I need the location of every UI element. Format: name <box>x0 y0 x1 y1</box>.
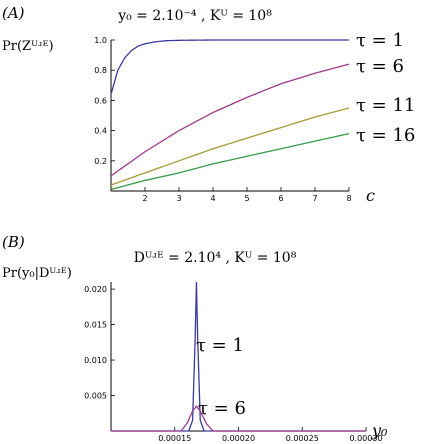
panel-b-x-tick-label: 0.00015 <box>158 434 191 443</box>
panel-b-y-tick-label: 0.010 <box>84 356 107 365</box>
panel-a-ylabel: Pr(Zᵁʴᴱ) <box>2 39 54 54</box>
panel-b-x-tick-label: 0.00025 <box>286 434 319 443</box>
panel-b-series-label: τ = 6 <box>198 398 246 419</box>
panel-a-x-tick-label: 4 <box>210 194 215 203</box>
panel-a-series-line <box>110 63 350 177</box>
panel-a-x-tick-label: 3 <box>176 194 181 203</box>
panel-b-label: (B) <box>2 233 25 251</box>
panel-a-series-line <box>110 132 350 191</box>
panel-b-series-line <box>111 281 366 432</box>
panel-b-y-tick-label: 0.005 <box>84 392 107 401</box>
panel-a-series-line <box>110 39 349 95</box>
panel-a-series-label: τ = 11 <box>356 95 415 116</box>
panel-a-x-tick-label: 5 <box>244 194 249 203</box>
panel-a-y-tick-label: 0.4 <box>94 127 107 136</box>
panel-b-series-line <box>111 405 366 432</box>
panel-b-y-tick-label: 0.015 <box>84 321 107 330</box>
panel-b-plot: 0.00015 0.00020 0.00025 0.00030 0.005 0.010 0.… <box>84 281 383 443</box>
panel-a-series-label: τ = 1 <box>356 30 404 51</box>
panel-b-x-tick-label: 0.00020 <box>222 434 255 443</box>
panel-a-series-line <box>110 107 350 186</box>
panel-b-ylabel: Pr(y₀|Dᵁʴᴱ) <box>2 266 72 281</box>
panel-b-xlabel: y₀ <box>371 421 388 440</box>
panel-b-title: Dᵁʴᴱ = 2.10⁴ , Kᵁ = 10⁸ <box>134 250 297 266</box>
panel-b-y-tick-label: 0.020 <box>84 285 107 294</box>
panel-a-label: (A) <box>2 4 25 22</box>
panel-a-y-tick-label: 0.8 <box>94 66 107 75</box>
panel-a-series-label: τ = 6 <box>356 56 404 77</box>
panel-a-x-tick-label: 7 <box>312 194 317 203</box>
panel-a-y-tick-label: 1.0 <box>94 36 107 45</box>
panel-a-x-tick-label: 2 <box>142 194 147 203</box>
panel-a-title: y₀ = 2.10⁻⁴ , Kᵁ = 10⁸ <box>117 8 272 24</box>
panel-b-series-label: τ = 1 <box>196 335 244 356</box>
panel-a-x-tick-label: 8 <box>346 194 351 203</box>
panel-a-xlabel: c <box>366 186 375 205</box>
panel-a-y-tick-label: 0.6 <box>94 96 107 105</box>
panel-a-y-tick-label: 0.2 <box>94 157 107 166</box>
panel-b-x-tick-label: 0.00030 <box>349 434 382 443</box>
panel-a-x-tick-label: 6 <box>278 194 283 203</box>
panel-a-series-label: τ = 16 <box>356 125 415 146</box>
panel-a-plot: 2 3 4 5 6 7 8 0.2 0.4 0.6 0.8 1.0 τ = 1 τ = 6 τ = 11 τ … <box>94 30 415 203</box>
